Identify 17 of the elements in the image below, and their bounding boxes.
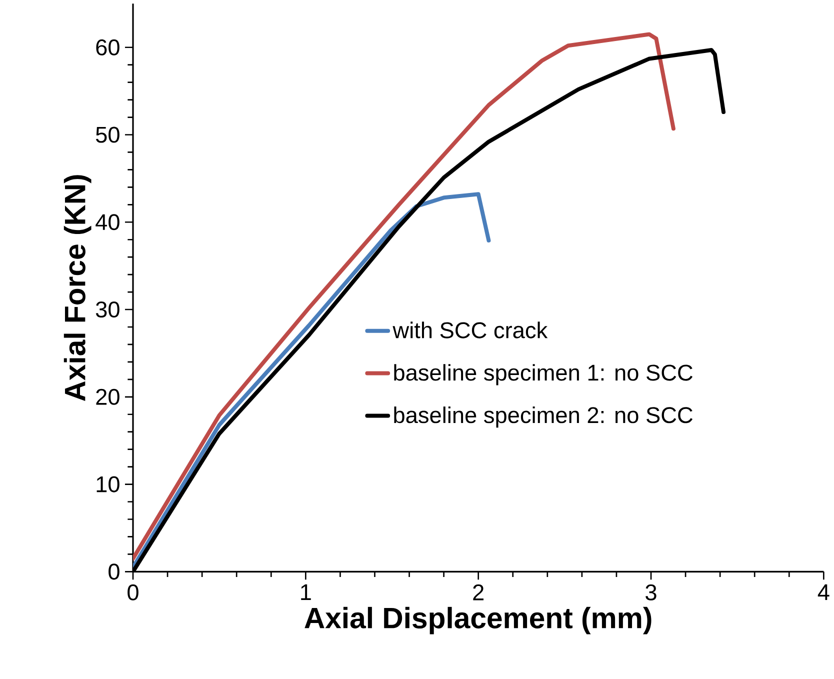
y-tick-label: 20: [96, 388, 120, 405]
y-tick-label: 60: [96, 39, 120, 56]
y-tick-label: 40: [96, 214, 120, 230]
legend-label: baseline specimen 1: no SCC: [394, 364, 692, 386]
legend-label: baseline specimen 2: no SCC: [394, 406, 692, 428]
x-tick-label: 3: [646, 584, 656, 600]
x-axis-title: Axial Displacement (mm): [304, 606, 652, 634]
y-tick-label: 0: [108, 564, 120, 580]
y-tick-label: 30: [96, 301, 120, 318]
y-axis-title: Axial Force (KN): [64, 175, 92, 402]
y-tick-label: 10: [96, 476, 120, 492]
x-tick-label: 4: [818, 584, 830, 600]
x-tick-label: 2: [473, 584, 484, 600]
x-tick-label: 1: [301, 584, 311, 600]
x-tick-label: 0: [128, 584, 138, 600]
y-tick-label: 50: [96, 126, 120, 143]
legend-label: with SCC crack: [392, 322, 548, 338]
